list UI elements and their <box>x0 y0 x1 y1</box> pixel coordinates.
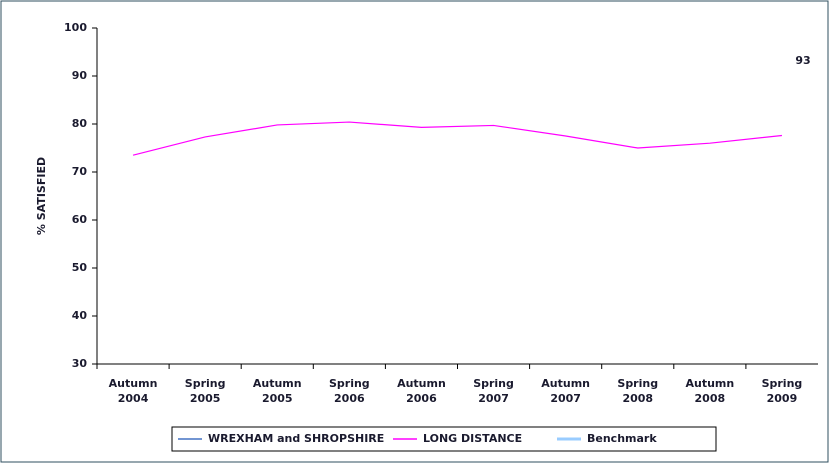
legend-box <box>171 426 717 452</box>
y-tick-label: 70 <box>72 165 88 178</box>
y-tick-label: 40 <box>72 309 88 322</box>
legend-label: Benchmark <box>587 432 657 445</box>
legend-label: WREXHAM and SHROPSHIRE <box>208 432 384 445</box>
x-tick-label: Spring 2005 <box>184 377 226 405</box>
annotation: 93 <box>795 54 810 67</box>
y-tick-label: 100 <box>64 21 87 34</box>
x-tick-label: Spring 2009 <box>761 377 803 405</box>
x-tick-label: Spring 2007 <box>473 377 514 405</box>
y-tick-label: 60 <box>72 213 88 226</box>
x-tick-label: Autumn 2006 <box>397 377 446 405</box>
y-axis-label: % SATISFIED <box>35 157 48 235</box>
y-tick-label: 30 <box>72 357 88 370</box>
y-tick-label: 80 <box>72 117 88 130</box>
legend-label: LONG DISTANCE <box>423 432 522 445</box>
series-line <box>132 121 783 156</box>
x-tick-label: Spring 2006 <box>328 377 370 405</box>
y-tick-label: 50 <box>72 261 88 274</box>
x-tick-label: Autumn 2005 <box>252 377 302 405</box>
x-tick-label: Spring 2008 <box>617 377 659 405</box>
y-tick-label: 90 <box>72 69 88 82</box>
x-tick-label: Autumn 2008 <box>685 377 735 405</box>
x-tick-label: Autumn 2004 <box>108 377 158 405</box>
x-tick-label: Autumn 2007 <box>541 377 590 405</box>
